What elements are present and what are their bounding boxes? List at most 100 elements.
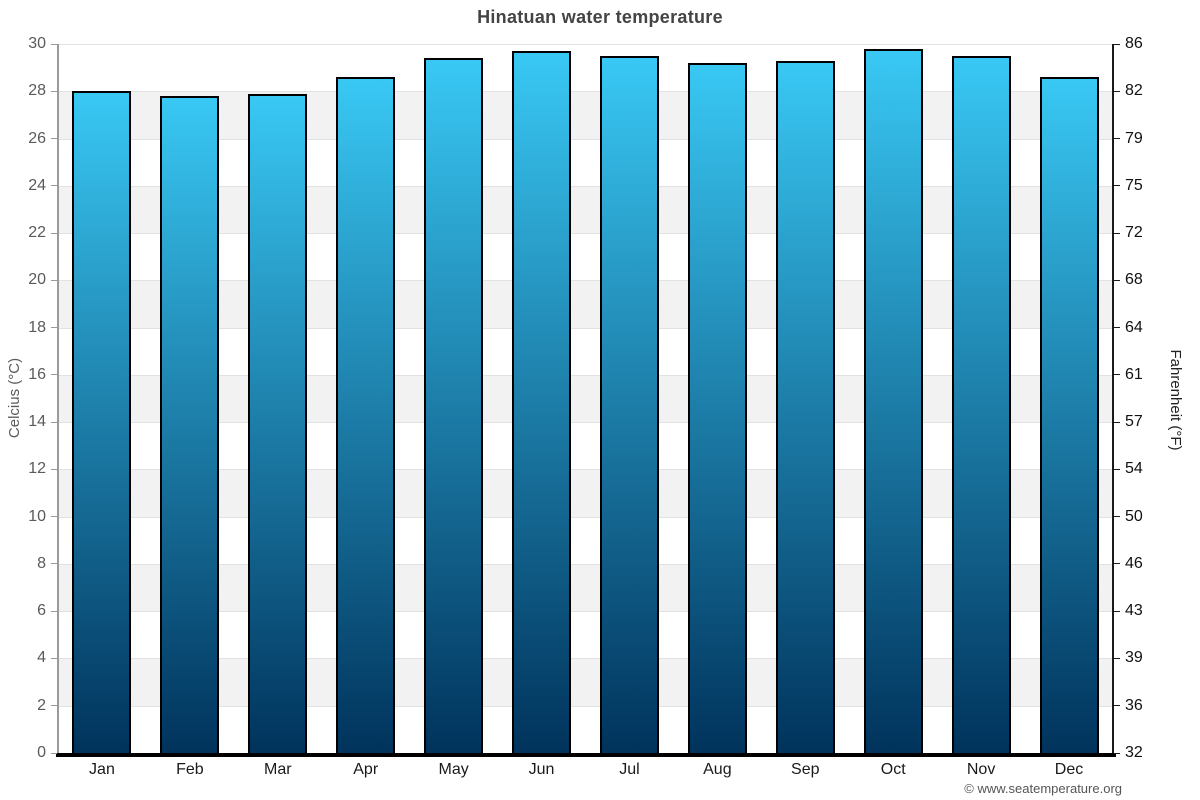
gridline (58, 611, 1113, 613)
y-tick-label-fahrenheit: 54 (1125, 460, 1143, 478)
x-tick-label-apr: Apr (353, 761, 379, 778)
bar-nov (951, 55, 1011, 753)
y-tick-left (51, 185, 57, 187)
y-tick-label-celsius: 12 (28, 460, 46, 478)
y-tick-right (1114, 232, 1120, 234)
y-tick-label-celsius: 10 (28, 507, 46, 525)
y-tick-label-fahrenheit: 36 (1125, 696, 1143, 714)
gridline (58, 516, 1113, 518)
bar-apr (336, 77, 396, 753)
y-tick-label-fahrenheit: 75 (1125, 176, 1143, 194)
background-band (58, 469, 1113, 517)
background-band (58, 563, 1113, 612)
y-tick-left (51, 563, 57, 565)
y-tick-label-fahrenheit: 43 (1125, 602, 1143, 620)
bar-feb (160, 95, 220, 753)
x-tick-label-oct: Oct (880, 761, 906, 778)
y-tick-right (1114, 563, 1120, 565)
x-tick-label-aug: Aug (703, 761, 732, 778)
y-tick-label-celsius: 26 (28, 129, 46, 147)
y-tick-left (51, 327, 57, 329)
y-tick-label-celsius: 0 (37, 744, 46, 761)
y-tick-label-fahrenheit: 46 (1125, 554, 1143, 572)
y-tick-label-celsius: 4 (37, 649, 46, 667)
background-band (58, 138, 1113, 186)
y-tick-label-celsius: 30 (28, 35, 46, 52)
y-tick-label-celsius: 22 (28, 224, 46, 242)
background-band (58, 44, 1113, 92)
y-tick-label-fahrenheit: 61 (1125, 365, 1143, 383)
y-tick-label-fahrenheit: 82 (1125, 82, 1143, 100)
x-axis-line (56, 753, 1116, 757)
y-tick-label-celsius: 24 (28, 176, 46, 194)
gridline (58, 280, 1113, 282)
bar-jun (512, 51, 572, 753)
x-tick-label-may: May (438, 761, 469, 778)
y-tick-label-fahrenheit: 72 (1125, 224, 1143, 242)
bar-jul (599, 55, 659, 753)
background-band (58, 185, 1113, 234)
y-tick-label-fahrenheit: 32 (1125, 744, 1143, 761)
bar-oct (863, 48, 923, 753)
gridline (58, 44, 1113, 45)
y-tick-left (51, 43, 57, 45)
bar-dec (1039, 77, 1099, 753)
y-tick-right (1114, 90, 1120, 92)
y-tick-left (51, 516, 57, 518)
y-tick-right (1114, 610, 1120, 612)
y-axis-left-line (57, 44, 59, 753)
y-tick-right (1114, 138, 1120, 140)
bar-may (424, 58, 484, 753)
background-band (58, 611, 1113, 659)
background-band (58, 327, 1113, 375)
bar-aug (687, 62, 747, 753)
background-band (58, 280, 1113, 328)
x-tick-label-sep: Sep (791, 761, 820, 778)
background-band (58, 91, 1113, 139)
y-tick-left (51, 232, 57, 234)
gridline (58, 705, 1113, 707)
x-tick-label-dec: Dec (1054, 761, 1084, 778)
y-tick-right (1114, 327, 1120, 329)
gridline (58, 563, 1113, 565)
y-tick-left (51, 705, 57, 707)
y-tick-right (1114, 705, 1120, 707)
copyright-watermark: © www.seatemperature.org (964, 781, 1122, 796)
y-tick-label-fahrenheit: 64 (1125, 318, 1143, 336)
y-tick-right (1114, 657, 1120, 659)
y-tick-label-celsius: 14 (28, 413, 46, 431)
gridline (58, 91, 1113, 93)
y-tick-right (1114, 468, 1120, 470)
y-tick-left (51, 279, 57, 281)
y-tick-right (1114, 43, 1120, 45)
gridline (58, 185, 1113, 187)
gridline (58, 374, 1113, 376)
y-tick-right (1114, 279, 1120, 281)
y-tick-label-celsius: 18 (28, 318, 46, 336)
x-tick-label-feb: Feb (176, 761, 204, 778)
bar-sep (775, 60, 835, 753)
background-band (58, 422, 1113, 470)
y-tick-label-celsius: 28 (28, 82, 46, 100)
gridline (58, 422, 1113, 424)
x-tick-label-jun: Jun (528, 761, 555, 778)
y-tick-label-celsius: 8 (37, 554, 46, 572)
y-tick-label-fahrenheit: 39 (1125, 649, 1143, 667)
gridline (58, 233, 1113, 235)
y-tick-left (51, 752, 57, 754)
gridline (58, 138, 1113, 140)
y-tick-right (1114, 185, 1120, 187)
y-tick-label-fahrenheit: 50 (1125, 507, 1143, 525)
y-tick-right (1114, 421, 1120, 423)
x-tick-label-jan: Jan (89, 761, 115, 778)
bar-mar (248, 93, 308, 753)
background-band (58, 705, 1113, 753)
y-tick-left (51, 138, 57, 140)
background-band (58, 374, 1113, 423)
y-tick-left (51, 90, 57, 92)
y-tick-label-celsius: 2 (37, 696, 46, 714)
y-tick-label-fahrenheit: 57 (1125, 413, 1143, 431)
y-tick-right (1114, 374, 1120, 376)
x-tick-label-nov: Nov (966, 761, 996, 778)
